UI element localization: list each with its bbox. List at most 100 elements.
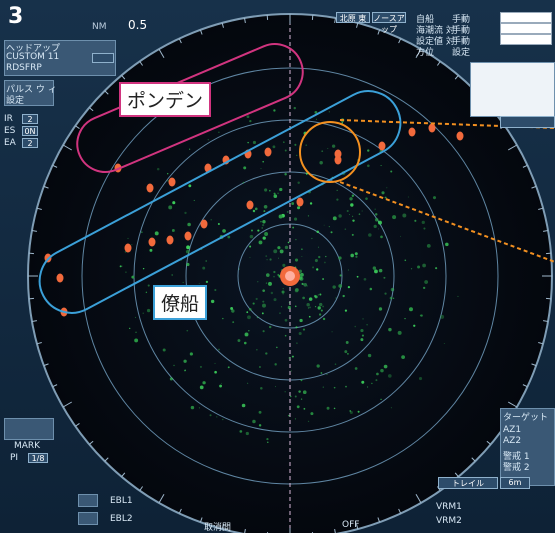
echo-dot: [384, 196, 387, 199]
info-box-1[interactable]: [500, 12, 552, 23]
bearing-tick: [334, 529, 336, 533]
info-box-3[interactable]: [500, 34, 552, 45]
ebl1-toggle[interactable]: [78, 494, 98, 507]
info-box-2[interactable]: [500, 23, 552, 34]
echo-dot: [214, 370, 217, 374]
echo-dot: [388, 327, 392, 332]
echo-dot: [392, 215, 397, 220]
echo-dot: [288, 414, 290, 417]
echo-dot: [318, 246, 320, 248]
echo-dot: [387, 374, 392, 378]
info-val-3: 手動: [452, 37, 471, 47]
echo-dot: [361, 380, 365, 384]
pi-value[interactable]: 1/8: [28, 453, 48, 463]
echo-dot: [282, 293, 284, 295]
ea-label: EA: [4, 138, 16, 148]
echo-dot: [319, 161, 323, 165]
info-val-1: 手動: [452, 15, 471, 25]
ea-value[interactable]: 2: [22, 138, 38, 148]
custom-label[interactable]: CUSTOM 11: [6, 52, 60, 62]
right-mode-button[interactable]: [500, 116, 555, 128]
bearing-tick: [244, 17, 246, 23]
hz1-label[interactable]: 警戒 1: [503, 452, 530, 462]
bearing-tick: [52, 164, 58, 168]
echo-dot: [256, 349, 258, 351]
echo-dot: [277, 246, 281, 250]
echo-dot: [262, 220, 266, 224]
echo-dot: [308, 315, 311, 318]
bottom-center-left: 取消間: [204, 523, 232, 533]
vrm1-label[interactable]: VRM1: [436, 502, 462, 512]
echo-dot: [296, 154, 298, 156]
echo-dot: [247, 141, 249, 144]
bearing-tick: [158, 493, 165, 504]
ebl2-label[interactable]: EBL2: [110, 514, 133, 524]
mark-label[interactable]: MARK: [14, 441, 41, 451]
setting-label[interactable]: 設定: [6, 96, 25, 106]
head-up-label[interactable]: ヘッドアップ: [6, 44, 61, 54]
echo-dot: [243, 341, 247, 345]
echo-dot: [352, 215, 354, 217]
echo-dot: [297, 181, 300, 184]
target-echo: [296, 197, 304, 207]
echo-dot: [262, 303, 266, 308]
echo-dot: [288, 302, 290, 304]
echo-dot: [248, 308, 252, 311]
bearing-tick: [377, 517, 381, 523]
trail-button[interactable]: トレイル: [438, 477, 498, 489]
echo-dot: [227, 366, 230, 369]
echo-dot: [378, 228, 380, 230]
bearing-tick: [522, 164, 528, 168]
custom-select-button[interactable]: [92, 53, 114, 63]
target-echo: [408, 127, 416, 137]
es-value[interactable]: 0N: [22, 126, 38, 136]
echo-dot: [251, 229, 253, 232]
echo-dot: [205, 260, 207, 262]
az2-label[interactable]: AZ2: [503, 436, 522, 446]
echo-dot: [252, 140, 257, 145]
echo-dot: [263, 204, 268, 209]
trail-value[interactable]: 6m: [500, 477, 530, 489]
echo-dot: [222, 229, 226, 233]
echo-dot: [210, 219, 212, 221]
echo-dot: [222, 317, 224, 320]
bearing-tick: [104, 457, 109, 462]
mark-icon-panel[interactable]: [4, 418, 54, 440]
range-value[interactable]: 0.5: [128, 18, 148, 32]
echo-dot: [119, 265, 122, 268]
az1-label[interactable]: AZ1: [503, 425, 522, 435]
echo-dot: [218, 348, 220, 351]
vrm2-label[interactable]: VRM2: [436, 516, 462, 526]
echo-dot: [360, 328, 364, 333]
hz2-label[interactable]: 警戒 2: [503, 463, 530, 473]
ir-value[interactable]: 2: [22, 114, 38, 124]
pulse-label[interactable]: パルス ウ ィ: [6, 85, 57, 95]
ebl1-label[interactable]: EBL1: [110, 496, 133, 506]
echo-dot: [443, 343, 445, 344]
mode-tag-1[interactable]: 北原 東: [336, 12, 370, 23]
echo-dot: [378, 268, 383, 273]
echo-dot: [284, 391, 286, 393]
ebl2-toggle[interactable]: [78, 512, 98, 525]
echo-dot: [231, 309, 235, 313]
echo-dot: [333, 407, 336, 410]
echo-dot: [344, 350, 348, 354]
echo-dot: [254, 207, 258, 211]
mode-tag-2[interactable]: ノースアップ: [372, 12, 406, 34]
echo-dot: [294, 258, 299, 262]
echo-dot: [230, 307, 234, 310]
echo-dot: [269, 189, 271, 192]
echo-dot: [314, 174, 316, 176]
echo-dot: [277, 273, 280, 276]
bearing-tick: [178, 508, 182, 514]
echo-dot: [257, 229, 260, 232]
echo-dot: [401, 355, 405, 360]
info-val-2: 手動: [452, 26, 471, 36]
echo-dot: [326, 373, 328, 375]
echo-dot: [279, 187, 283, 192]
echo-dot: [298, 269, 302, 274]
echo-dot: [399, 235, 401, 237]
bearing-tick: [43, 185, 49, 189]
echo-dot: [301, 248, 303, 251]
